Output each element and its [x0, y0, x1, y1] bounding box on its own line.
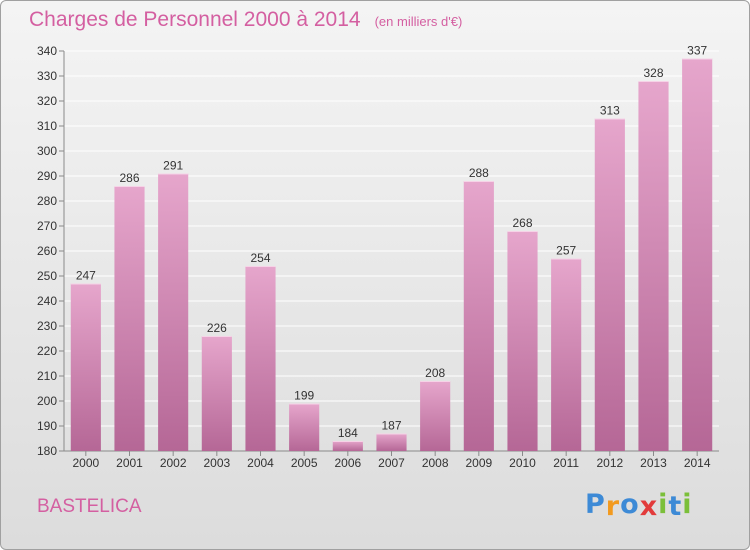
brand-letter: o — [620, 489, 640, 520]
labels: 180 190 200 210 220 230 240 250 260 270 280 290 300 3… — [37, 44, 711, 471]
bar — [463, 181, 494, 451]
city-name: BASTELICA — [37, 496, 142, 517]
bar — [420, 381, 451, 451]
bar — [507, 231, 538, 451]
y-tick-label: 200 — [37, 394, 57, 408]
bars — [70, 58, 713, 451]
brand-letter: x — [639, 491, 659, 522]
y-tick-label: 220 — [37, 344, 57, 358]
bar-value-label: 208 — [425, 366, 445, 380]
bar — [551, 258, 582, 451]
y-tick-label: 230 — [37, 319, 57, 333]
bar-value-label: 286 — [119, 171, 139, 185]
bar — [594, 118, 625, 451]
bar-value-label: 328 — [643, 66, 663, 80]
y-tick-label: 340 — [37, 44, 57, 58]
bar — [682, 58, 713, 451]
y-tick-label: 210 — [37, 369, 57, 383]
bar — [376, 433, 407, 451]
bar — [332, 441, 363, 451]
chart-subtitle: (en milliers d'€) — [374, 14, 463, 29]
y-tick-label: 190 — [37, 419, 57, 433]
bar-value-label: 313 — [600, 104, 620, 118]
bar-value-label: 184 — [338, 426, 358, 440]
bar — [70, 283, 101, 451]
brand-logo: Proxiti — [585, 489, 693, 522]
bar — [638, 81, 669, 451]
bar-value-label: 187 — [381, 419, 401, 433]
x-tick-label: 2008 — [422, 456, 449, 470]
x-tick-label: 2004 — [247, 456, 274, 470]
brand-letter: r — [605, 491, 621, 522]
x-tick-label: 2014 — [684, 456, 711, 470]
bar-value-label: 254 — [250, 251, 270, 265]
y-tick-label: 330 — [37, 69, 57, 83]
bar-value-label: 247 — [76, 269, 96, 283]
y-tick-label: 260 — [37, 244, 57, 258]
bar-value-label: 199 — [294, 389, 314, 403]
bar — [114, 186, 145, 451]
x-tick-label: 2013 — [640, 456, 667, 470]
y-tick-label: 290 — [37, 169, 57, 183]
x-tick-label: 2003 — [203, 456, 230, 470]
y-tick-label: 240 — [37, 294, 57, 308]
brand-letter: t — [668, 491, 683, 522]
bar-value-label: 268 — [512, 216, 532, 230]
brand-letter: i — [682, 489, 693, 520]
y-tick-label: 320 — [37, 94, 57, 108]
chart-title-block: Charges de Personnel 2000 à 2014 (en mil… — [29, 8, 462, 38]
brand-letter: P — [585, 489, 606, 520]
bar — [289, 403, 320, 451]
y-tick-label: 310 — [37, 119, 57, 133]
brand-letter: i — [658, 489, 669, 520]
bar — [201, 336, 232, 451]
y-tick-label: 180 — [37, 444, 57, 458]
bar — [245, 266, 276, 451]
y-tick-label: 280 — [37, 194, 57, 208]
y-tick-label: 300 — [37, 144, 57, 158]
x-tick-label: 2002 — [160, 456, 187, 470]
bar — [158, 173, 189, 451]
x-tick-label: 2007 — [378, 456, 405, 470]
x-tick-label: 2001 — [116, 456, 143, 470]
x-tick-label: 2000 — [72, 456, 99, 470]
x-tick-label: 2005 — [291, 456, 318, 470]
bar-value-label: 337 — [687, 44, 707, 58]
y-tick-label: 250 — [37, 269, 57, 283]
bar-value-label: 291 — [163, 159, 183, 173]
bar-value-label: 288 — [469, 166, 489, 180]
x-tick-label: 2012 — [596, 456, 623, 470]
x-tick-label: 2009 — [465, 456, 492, 470]
x-tick-label: 2011 — [553, 456, 579, 470]
x-tick-label: 2010 — [509, 456, 536, 470]
bar-value-label: 257 — [556, 244, 576, 258]
y-tick-label: 270 — [37, 219, 57, 233]
x-tick-label: 2006 — [334, 456, 361, 470]
chart-title: Charges de Personnel 2000 à 2014 — [29, 8, 361, 31]
bar-value-label: 226 — [207, 321, 227, 335]
